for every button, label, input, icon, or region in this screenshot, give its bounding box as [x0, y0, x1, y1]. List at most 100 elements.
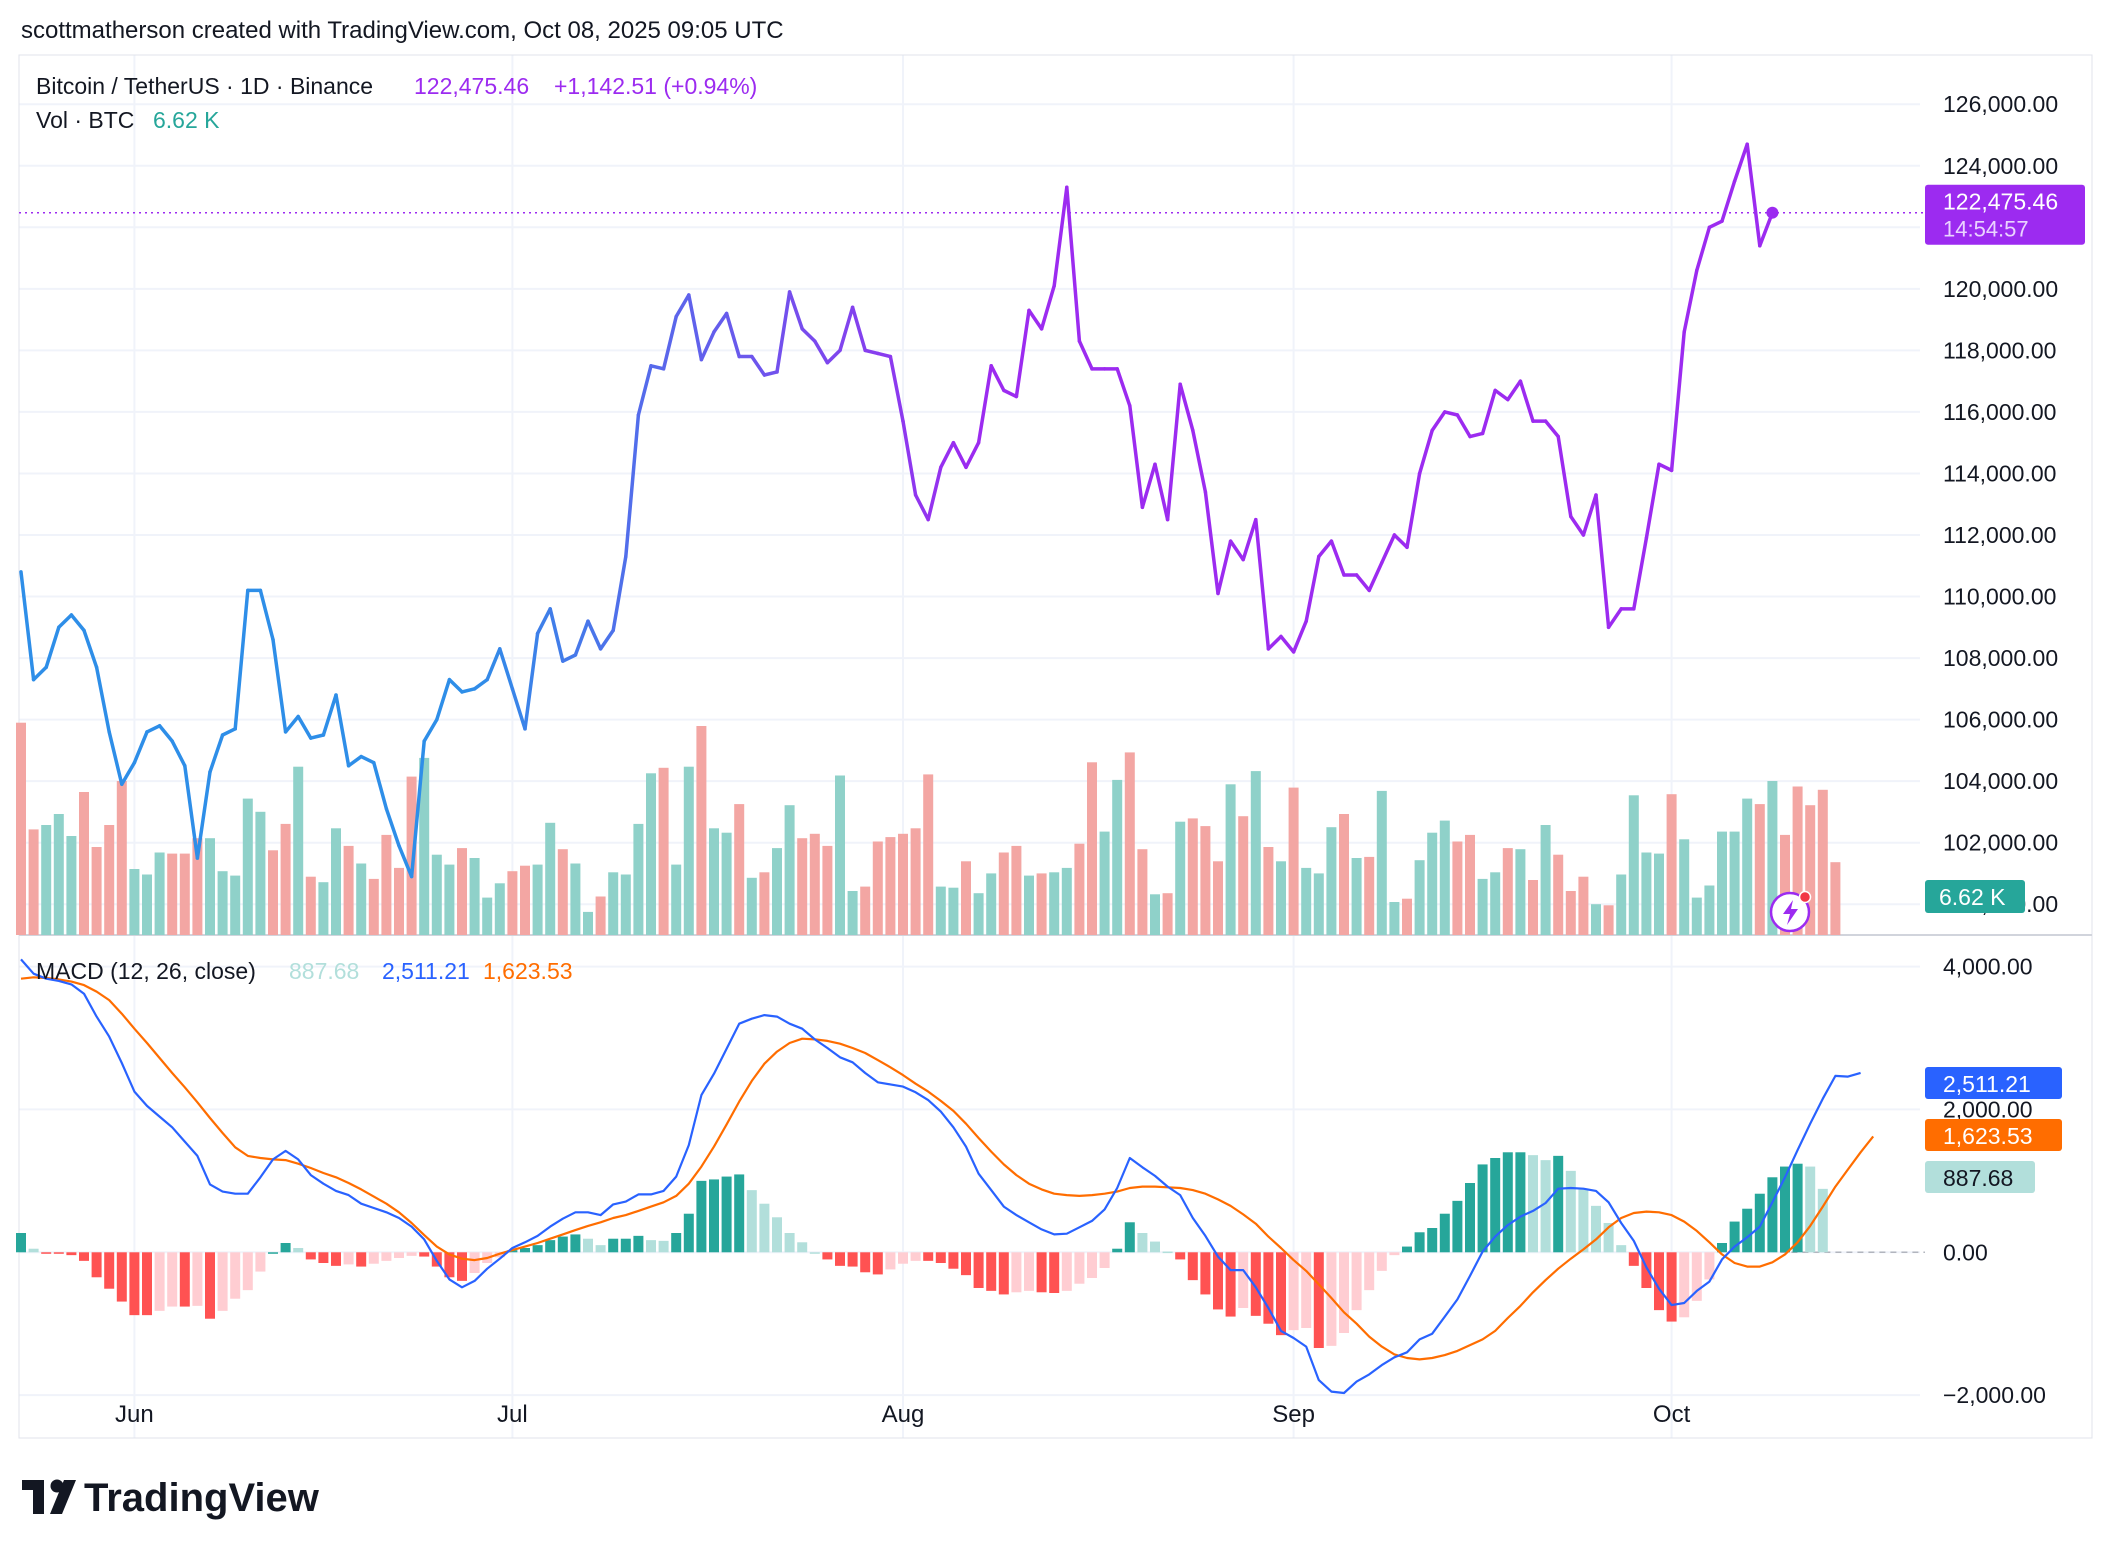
price-line-segment — [913, 493, 930, 522]
price-line-segment — [1720, 179, 1737, 223]
price-line-segment — [1039, 284, 1056, 331]
volume-bar — [835, 775, 845, 935]
macd-histogram-bar — [835, 1252, 845, 1266]
volume-bar — [885, 837, 896, 935]
volume-bar — [557, 849, 568, 935]
macd-histogram-bar — [230, 1252, 241, 1299]
price-line-segment — [1644, 462, 1661, 540]
price-tick-label: 110,000.00 — [1943, 584, 2056, 610]
volume-bar — [129, 869, 140, 935]
price-line-segment — [561, 653, 578, 663]
volume-bar — [1540, 825, 1551, 935]
macd-histogram-bar — [646, 1240, 656, 1253]
volume-bars — [16, 722, 1841, 935]
macd-histogram-bar — [1553, 1155, 1564, 1253]
price-line-segment — [1115, 367, 1132, 408]
macd-histogram-bar — [1087, 1252, 1097, 1278]
macd-histogram-bar — [305, 1252, 316, 1260]
volume-bar — [1792, 786, 1803, 935]
macd-histogram-bar — [142, 1252, 152, 1316]
macd-histogram-bar — [1414, 1232, 1425, 1253]
macd-histogram-bar — [935, 1252, 946, 1263]
volume-bar — [1074, 843, 1085, 935]
price-line-segment — [1304, 554, 1321, 623]
volume-bar — [1313, 873, 1324, 935]
volume-bar — [1666, 794, 1677, 935]
volume-bar — [520, 865, 530, 935]
volume-bar — [1087, 762, 1097, 935]
macd-histogram-bar — [318, 1252, 329, 1263]
price-line-segment — [636, 364, 653, 417]
macd-histogram-bar — [1288, 1252, 1299, 1331]
macd-histogram-bar — [797, 1242, 808, 1253]
volume-bar — [1628, 795, 1639, 935]
macd-histogram-bar — [872, 1252, 883, 1275]
macd-histogram-bar — [343, 1252, 354, 1265]
legend-symbol: Bitcoin / TetherUS · 1D · Binance — [36, 73, 373, 99]
macd-histogram-bar — [986, 1252, 997, 1291]
macd-histogram-bar — [1654, 1252, 1664, 1311]
volume-bar — [431, 854, 442, 935]
macd-line-badge-value: 2,511.21 — [1943, 1071, 2031, 1097]
macd-histogram-bar — [192, 1252, 203, 1306]
price-line-segment — [472, 677, 489, 691]
volume-bar — [772, 848, 782, 935]
volume-bar — [179, 853, 190, 935]
volume-bar — [494, 883, 505, 935]
price-line-segment — [460, 687, 477, 694]
price-line-segment — [548, 607, 565, 663]
macd-histogram-bar — [104, 1252, 115, 1289]
price-line-segment — [107, 730, 124, 786]
volume-bar — [898, 833, 908, 935]
price-line-segment — [1732, 142, 1749, 183]
macd-histogram-bar — [381, 1252, 392, 1261]
price-line-segment — [1443, 410, 1460, 417]
price-tick-label: 126,000.00 — [1943, 91, 2058, 117]
volume-bar — [1175, 821, 1186, 935]
macd-histogram-bar — [457, 1252, 467, 1281]
lightning-icon[interactable] — [1769, 890, 1812, 933]
price-line-segment — [435, 677, 452, 722]
volume-bar — [268, 850, 278, 935]
price-tick-label: 120,000.00 — [1943, 276, 2058, 302]
volume-bar — [1780, 834, 1790, 935]
price-line-segment — [132, 730, 149, 765]
price-line-segment — [1165, 382, 1182, 522]
volume-bar — [1339, 814, 1349, 935]
macd-histogram-bar — [469, 1252, 480, 1273]
price-line-segment — [1380, 533, 1397, 565]
macd-histogram-bar — [1162, 1251, 1173, 1254]
macd-histogram-bar — [1339, 1252, 1349, 1333]
volume-bar — [1162, 893, 1173, 935]
macd-histogram-bar — [1427, 1228, 1438, 1253]
macd-histogram-bar — [1351, 1252, 1362, 1311]
volume-bar — [935, 886, 946, 935]
macd-histogram-bar — [1238, 1252, 1249, 1308]
macd-histogram-bar — [860, 1252, 871, 1273]
volume-bar — [469, 858, 480, 935]
price-line-segment — [1669, 330, 1686, 473]
volume-bar — [1465, 834, 1475, 935]
macd-histogram-bar — [1729, 1221, 1740, 1253]
volume-bar — [1225, 784, 1236, 935]
volume-bar — [1565, 891, 1576, 935]
macd-line-badge — [1925, 1067, 2062, 1099]
price-line-segment — [1317, 539, 1334, 559]
volume-bar — [1691, 897, 1702, 935]
macd-histogram-bar — [620, 1238, 631, 1253]
volume-bar — [217, 871, 228, 935]
price-line-segment — [863, 348, 880, 356]
macd-tick-label: 2,000.00 — [1943, 1096, 2033, 1122]
volume-bar — [1704, 885, 1715, 935]
macd-histogram-bar — [66, 1252, 77, 1256]
price-line-segment — [195, 770, 212, 860]
price-line-segment — [31, 665, 48, 682]
macd-histogram-bar — [444, 1252, 455, 1278]
last-price-dot — [1766, 206, 1779, 219]
macd-histogram-bar — [1024, 1252, 1034, 1291]
price-line-segment — [523, 631, 540, 731]
volume-bar — [1250, 771, 1261, 935]
price-line-segment — [888, 354, 905, 423]
macd-histogram-bar — [1263, 1252, 1274, 1324]
volume-bar — [482, 897, 493, 935]
